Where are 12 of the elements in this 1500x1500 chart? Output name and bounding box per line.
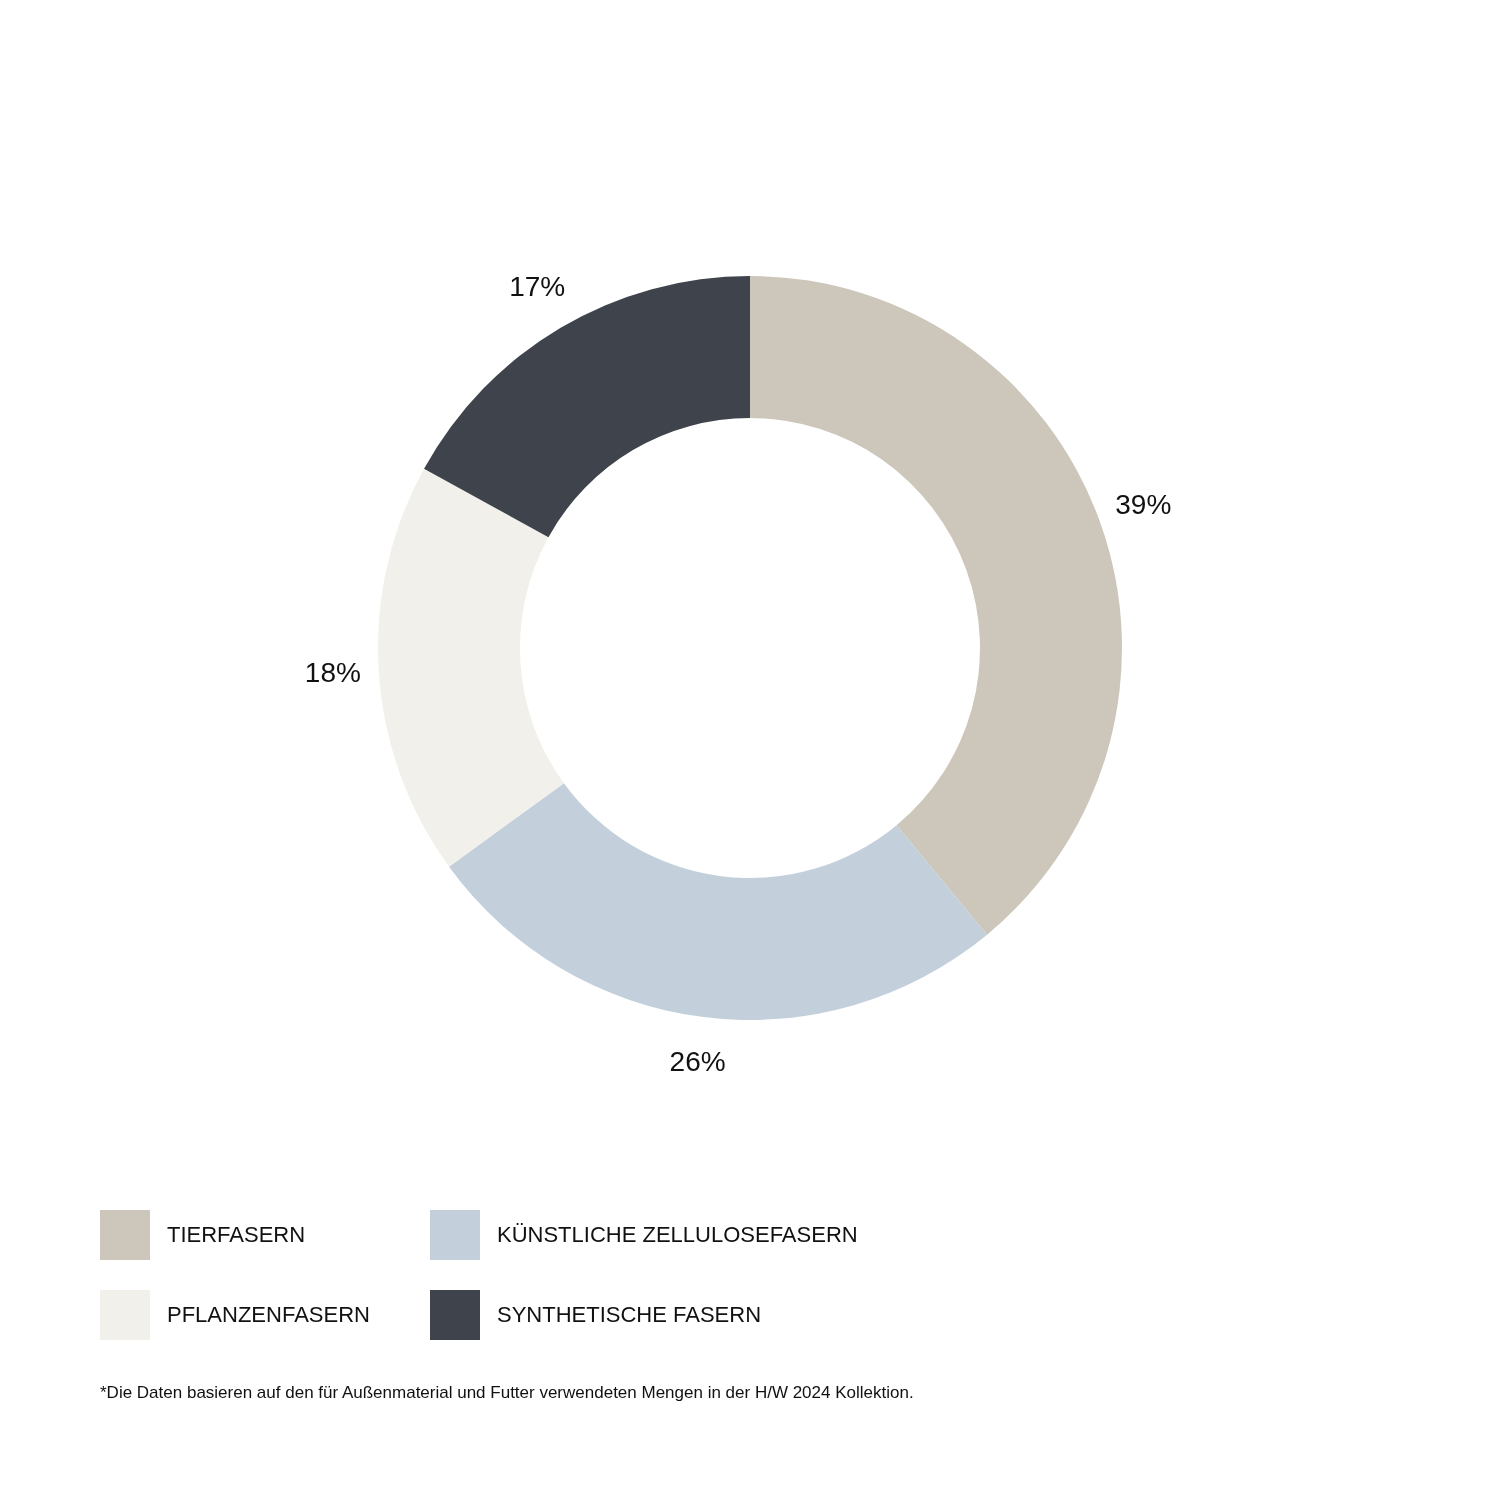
donut-slice (449, 783, 988, 1020)
legend-label: SYNTHETISCHE FASERN (497, 1302, 762, 1327)
donut-slice (378, 468, 564, 867)
legend-label: KÜNSTLICHE ZELLULOSEFASERN (497, 1222, 858, 1247)
data-label: 26% (669, 1045, 726, 1077)
legend-label: PFLANZENFASERN (167, 1302, 370, 1327)
data-label: 39% (1115, 489, 1172, 521)
legend-label: TIERFASERN (167, 1222, 306, 1247)
data-label: 18% (304, 657, 361, 689)
donut-slice (424, 276, 750, 538)
data-label: 17% (509, 271, 566, 303)
text: *Die Daten basieren auf den für Außenmaterial und Futter verwendeten Mengen in der H/W 2024 Kollektion. (100, 1383, 914, 1402)
